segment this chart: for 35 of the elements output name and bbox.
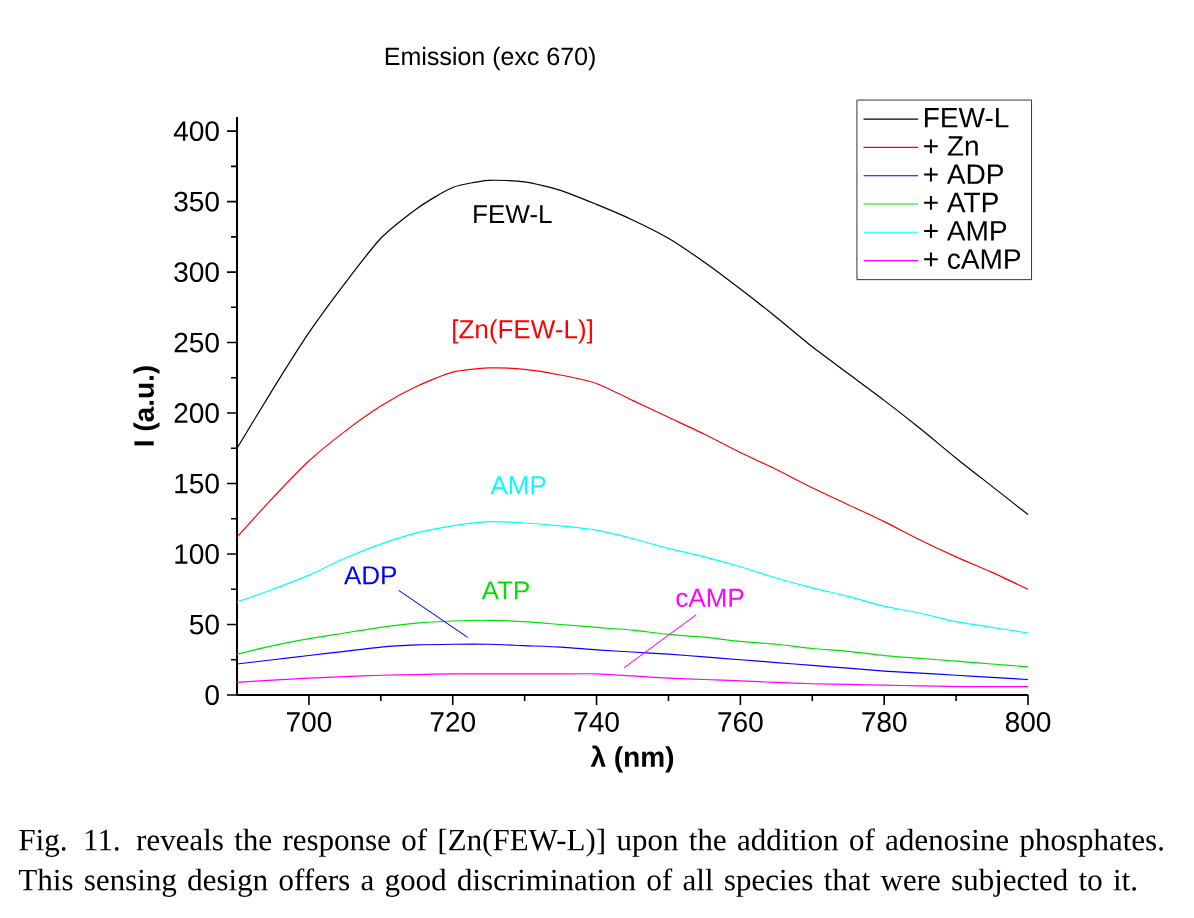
annotation: [Zn(FEW-L)]	[453, 319, 592, 344]
line-series	[236, 673, 1029, 688]
y-tick-label: 400	[173, 121, 219, 142]
y-tick-label: 0	[205, 685, 219, 705]
y-tick-label: 50	[189, 614, 219, 635]
annotation: ATP	[481, 581, 529, 600]
x-tick-label: 700	[287, 712, 332, 732]
annotation: cAMP	[676, 588, 744, 607]
line-series	[236, 520, 1029, 634]
annotation: AMP	[490, 476, 546, 495]
line-series	[236, 619, 1029, 668]
caption: Fig. 11. reveals the response of [Zn(FEW-L)] upon the addition of adenosine phosphates. This sensing design offers a good discrimination of all species that were subjected to it.	[18, 828, 1163, 897]
y-tick-label: 250	[174, 332, 219, 353]
x-tick-label: 740	[574, 712, 619, 732]
line-series	[236, 643, 1029, 681]
x-tick-label: 720	[430, 712, 475, 732]
y-tick-label: 150	[175, 473, 219, 494]
x-tick-label: 800	[1005, 712, 1051, 732]
x-tick-label: 780	[862, 712, 907, 732]
x-axis-title: λ (nm)	[590, 745, 674, 773]
annotation: ADP	[344, 566, 397, 585]
legend-label: + ADP	[924, 164, 1003, 184]
y-tick-label: 350	[174, 191, 219, 212]
chart-title: Emission (exc 670)	[385, 46, 595, 71]
legend-label: + cAMP	[924, 249, 1021, 269]
legend-label: + AMP	[924, 221, 1007, 241]
legend-label: FEW-L	[925, 108, 1009, 128]
legend-label: + ATP	[924, 192, 998, 213]
legend-label: + Zn	[924, 136, 978, 156]
x-tick-label: 760	[718, 712, 763, 732]
y-tick-label: 100	[175, 544, 219, 564]
y-axis-title: I (a.u.)	[133, 366, 160, 446]
annotation: FEW-L	[474, 205, 552, 224]
y-tick-label: 200	[174, 403, 219, 423]
y-tick-label: 300	[174, 262, 219, 282]
